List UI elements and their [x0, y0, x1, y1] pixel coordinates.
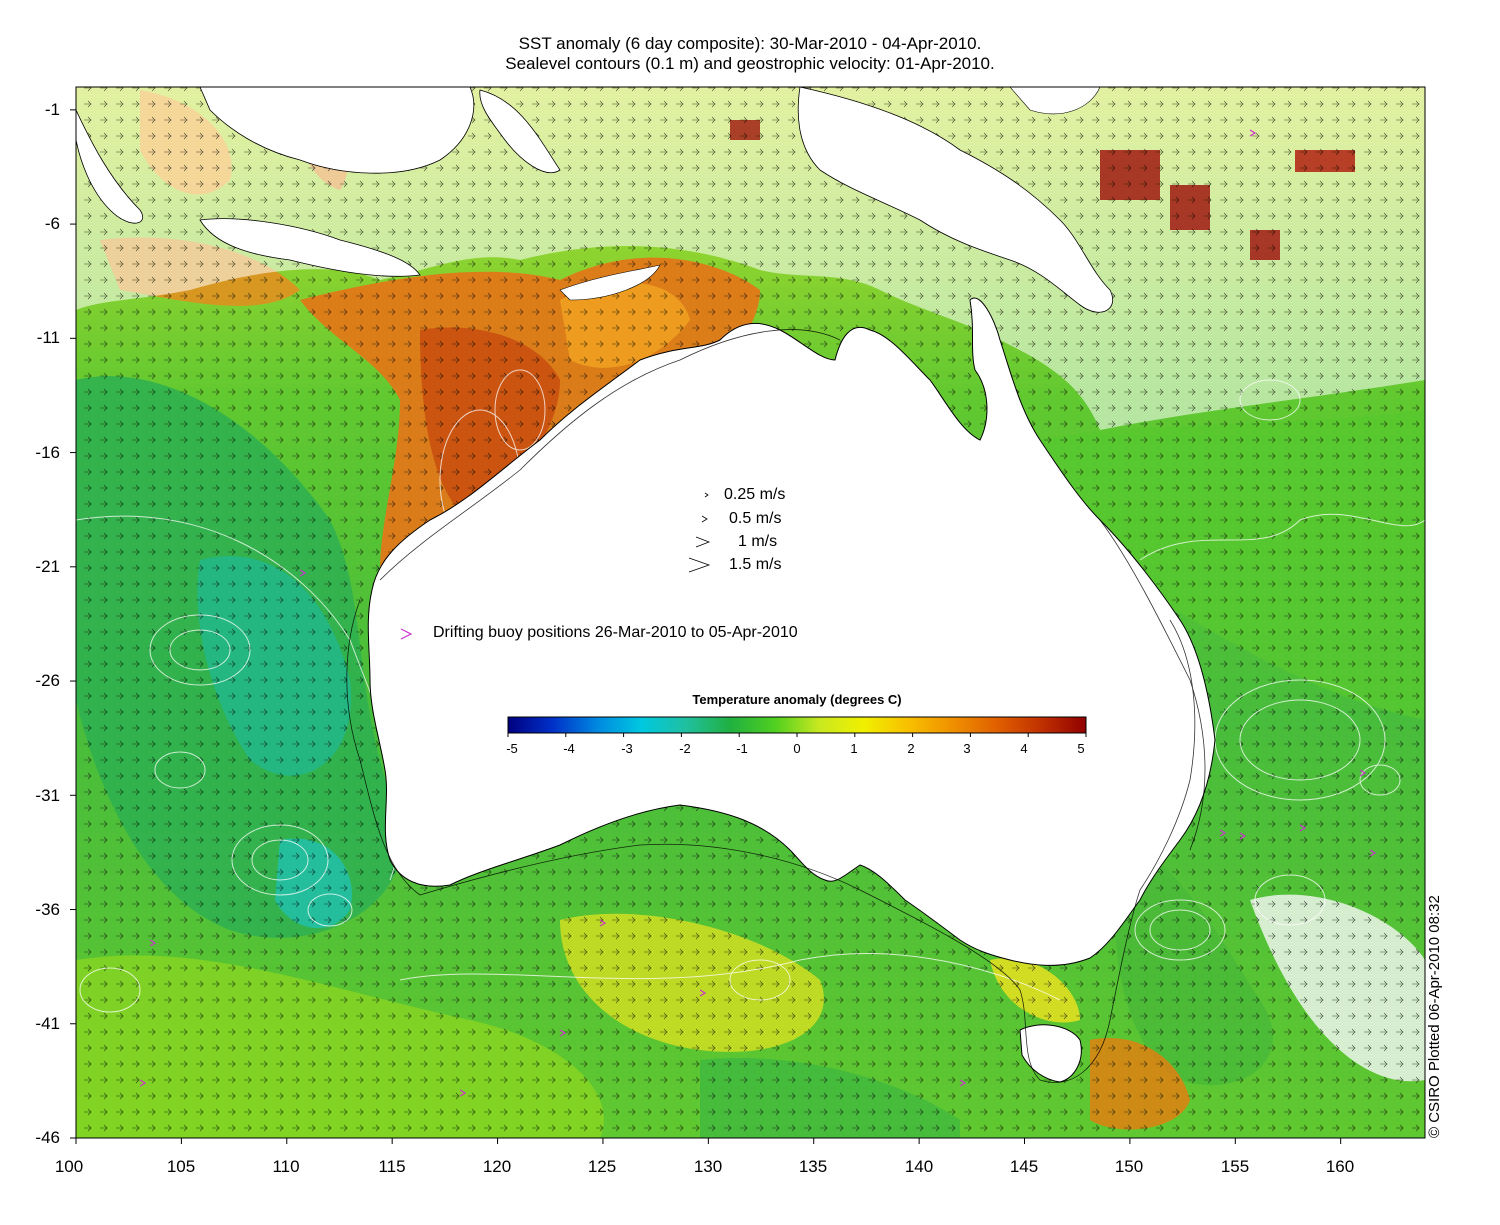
xtick-label: 120: [482, 1157, 512, 1176]
ytick-label: -16: [35, 443, 60, 462]
java-landmass: [199, 218, 421, 277]
colorbar-tick-label: 0: [793, 741, 801, 756]
new-guinea-landmass: [797, 87, 1113, 313]
colorbar-tick-label: -3: [621, 741, 633, 756]
ytick-label: -21: [35, 557, 60, 576]
velocity-legend-label: 0.5 m/s: [729, 510, 782, 527]
ytick-label: -36: [35, 900, 60, 919]
xtick-label: 105: [166, 1157, 196, 1176]
xtick-label: 130: [693, 1157, 723, 1176]
shelf-contours: [346, 329, 1206, 1083]
sealevel-contours: [76, 369, 1425, 1013]
ytick-label: -41: [35, 1014, 60, 1033]
sulawesi-landmass: [479, 89, 561, 173]
ytick-label: -1: [44, 100, 60, 119]
colorbar-tick-label: -1: [736, 741, 748, 756]
map-title-line2: Sealevel contours (0.1 m) and geostrophi…: [505, 54, 995, 73]
colorbar-tick-label: -5: [506, 741, 518, 756]
xtick-label: 100: [54, 1157, 84, 1176]
xtick-label: 145: [1009, 1157, 1039, 1176]
map-title-line1: SST anomaly (6 day composite): 30-Mar-20…: [518, 34, 982, 53]
colorbar-tick-label: 2: [907, 741, 915, 756]
map-frame: [75, 86, 1426, 1139]
colorbar-tick-label: -2: [679, 741, 691, 756]
sumatra-landmass: [76, 109, 143, 224]
buoy-legend-label: Drifting buoy positions 26-Mar-2010 to 0…: [433, 624, 798, 641]
colorbar-tick-label: 4: [1020, 741, 1028, 756]
ytick-label: -6: [44, 214, 60, 233]
tasmania-landmass: [1019, 1024, 1082, 1083]
ytick-label: -11: [36, 328, 60, 347]
ytick-label: -46: [35, 1128, 60, 1147]
velocity-legend-arrows: [688, 492, 711, 573]
xtick-label: 150: [1114, 1157, 1144, 1176]
legend-arrow-1.5: [688, 557, 711, 573]
drifting-buoy-tracks: [139, 129, 1377, 1097]
legend-arrow-1: [695, 536, 711, 548]
colorbar-tick-label: 1: [850, 741, 858, 756]
colorbar-tick-label: -4: [563, 741, 575, 756]
legend-arrow-0.5: [701, 515, 708, 523]
map-plot-area: [76, 87, 1425, 1138]
velocity-legend-label: 1.5 m/s: [729, 556, 782, 573]
xtick-label: 140: [904, 1157, 934, 1176]
colorbar: [507, 716, 1087, 734]
colorbar-tick-label: 5: [1077, 741, 1085, 756]
buoy-legend-symbol: [400, 628, 413, 640]
velocity-legend-label: 0.25 m/s: [724, 486, 786, 503]
csiro-credit: © CSIRO Plotted 06-Apr-2010 08:32: [1426, 895, 1443, 1138]
xtick-label: 110: [272, 1157, 300, 1176]
legend-arrow-0.25: [704, 492, 709, 498]
xtick-label: 160: [1325, 1157, 1355, 1176]
colorbar-title: Temperature anomaly (degrees C): [692, 692, 902, 707]
xtick-label: 135: [798, 1157, 828, 1176]
xtick-label: 115: [378, 1157, 406, 1176]
velocity-legend-label: 1 m/s: [738, 533, 778, 550]
colorbar-tick-label: 3: [963, 741, 971, 756]
borneo-landmass: [199, 87, 475, 174]
ytick-label: -31: [35, 786, 60, 805]
xtick-label: 125: [587, 1157, 617, 1176]
xtick-label: 155: [1220, 1157, 1250, 1176]
ytick-label: -26: [35, 671, 60, 690]
